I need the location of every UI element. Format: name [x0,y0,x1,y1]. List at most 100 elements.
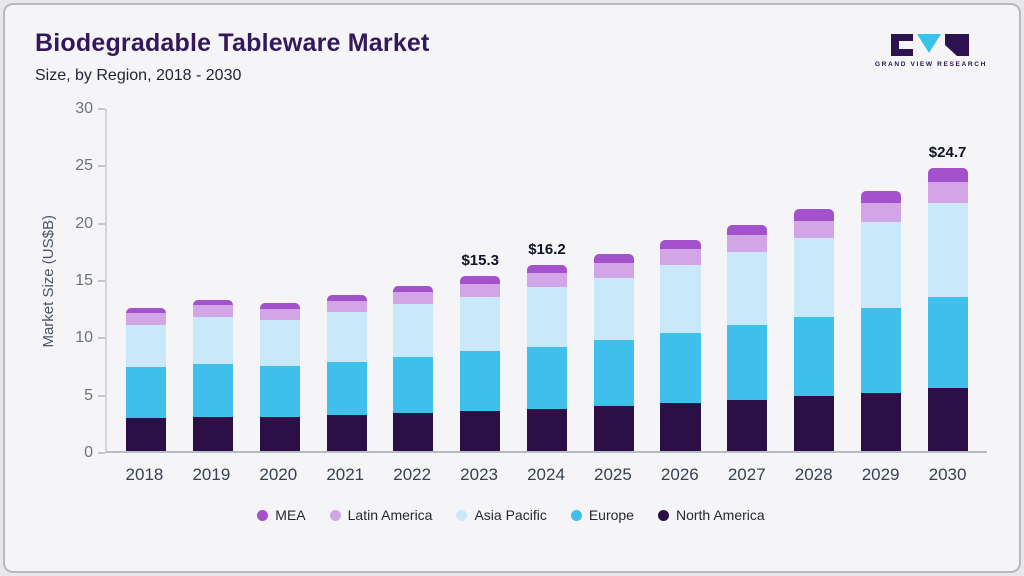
stacked-bar-2023 [460,275,501,451]
stacked-bar-2026 [660,240,701,451]
stacked-bar-2021 [326,295,367,451]
bar-segment-north-america [593,406,634,451]
bar-segment-asia-pacific [660,265,701,333]
bar-segment-north-america [660,402,701,451]
bar-segment-north-america [927,387,968,451]
x-tick-label-2022: 2022 [393,465,432,484]
legend-item-asia-pacific: Asia Pacific [456,507,547,523]
bar-group-2026 [647,109,714,451]
legend-label: MEA [275,507,306,523]
bar-segment-latin-america [326,300,367,313]
bar-group-2027 [714,109,781,451]
legend-item-north-america: North America [657,507,765,523]
x-tick-label-2027: 2027 [727,465,766,484]
bar-segment-mea [727,225,768,236]
bar-group-2021 [313,109,380,451]
chart-legend: MEA Latin America Asia Pacific Europe North … [35,507,987,523]
bar-group-2024: $16.2 [514,109,581,451]
title-block: Biodegradable Tableware Market Size, by … [35,29,430,85]
bar-segment-asia-pacific [794,237,835,317]
bar-segment-mea [660,240,701,250]
bar-segment-mea [794,209,835,221]
bar-segment-latin-america [860,203,901,222]
bar-segment-mea [927,167,968,182]
legend-label: Europe [588,507,634,523]
y-tick-label: 25 [75,157,93,175]
x-tick-label-2028: 2028 [794,465,833,484]
stacked-bar-2020 [259,303,300,451]
bar-group-2030: $24.7 [914,109,981,451]
bar-segment-europe [393,357,434,414]
bar-segment-mea [259,303,300,309]
bar-segment-asia-pacific [526,287,567,347]
stacked-bar-2022 [393,285,434,451]
y-tick-mark [98,165,105,168]
y-tick-mark [98,222,105,225]
bar-segment-latin-america [460,283,501,298]
bar-segment-asia-pacific [193,316,234,364]
bar-segment-north-america [727,399,768,451]
y-tick-mark [98,280,105,282]
y-tick-label: 5 [84,386,93,404]
x-tick-label-2018: 2018 [125,465,164,484]
x-tick-label-2020: 2020 [259,465,298,484]
bar-segment-europe [460,351,501,411]
x-axis-labels: 2018 2019 2020 2021 2022 2023 2024 2025 2026 2027… [105,453,987,495]
legend-item-europe: Europe [570,507,634,523]
y-tick-label: 10 [75,329,93,347]
value-annotation-2023: $15.3 [461,251,499,269]
bar-segment-asia-pacific [126,324,167,368]
bar-segment-latin-america [526,273,567,288]
bar-segment-asia-pacific [460,297,501,352]
x-tick-label-2024: 2024 [527,465,565,484]
stacked-bar-2019 [193,299,234,451]
bar-segment-latin-america [794,220,835,238]
bar-segment-europe [727,324,768,400]
bar-group-2022 [380,109,447,451]
bar-segment-asia-pacific [393,304,434,357]
bar-segment-europe [593,339,634,407]
brand-logo-icon [890,34,969,56]
stacked-bar-2030 [927,167,968,451]
x-tick-label-2025: 2025 [594,465,632,484]
x-tick-label-2021: 2021 [326,465,365,484]
bar-group-2023: $15.3 [447,109,514,451]
x-tick-label-2019: 2019 [192,465,231,484]
bar-segment-north-america [193,416,234,451]
bar-segment-mea [326,295,367,301]
chart-header: Biodegradable Tableware Market Size, by … [35,29,987,85]
chart-card: Biodegradable Tableware Market Size, by … [3,3,1021,573]
bar-segment-latin-america [660,249,701,266]
bar-segment-europe [126,367,167,418]
stacked-bar-chart: Market Size (US$B) 0 5 10 15 20 25 30 $15.3 $16… [35,100,987,523]
legend-swatch-icon [329,509,341,521]
bar-segment-latin-america [393,292,434,305]
y-tick-mark [98,394,105,397]
legend-swatch-icon [570,509,582,521]
bar-segment-europe [860,307,901,393]
bar-segment-europe [660,332,701,403]
y-tick-mark [98,452,105,454]
bar-segment-latin-america [927,181,968,204]
bar-segment-latin-america [727,235,768,252]
stacked-bar-2018 [126,307,167,451]
stacked-bar-2029 [860,190,901,451]
stacked-bar-2028 [794,209,835,451]
y-tick-label: 20 [75,214,93,232]
bar-segment-europe [326,361,367,416]
bar-segment-asia-pacific [259,320,300,367]
bar-segment-mea [526,265,567,274]
legend-swatch-icon [657,509,669,521]
legend-label: Asia Pacific [474,507,547,523]
bar-segment-asia-pacific [727,251,768,325]
bar-segment-latin-america [259,308,300,321]
bar-segment-europe [927,297,968,388]
bar-group-2029 [847,109,914,451]
bar-segment-europe [526,346,567,409]
bar-segment-latin-america [193,305,234,317]
legend-swatch-icon [257,509,269,521]
stacked-bar-2024 [526,265,567,451]
bar-segment-europe [794,316,835,396]
bar-segment-mea [460,275,501,284]
bar-group-2019 [180,109,247,451]
